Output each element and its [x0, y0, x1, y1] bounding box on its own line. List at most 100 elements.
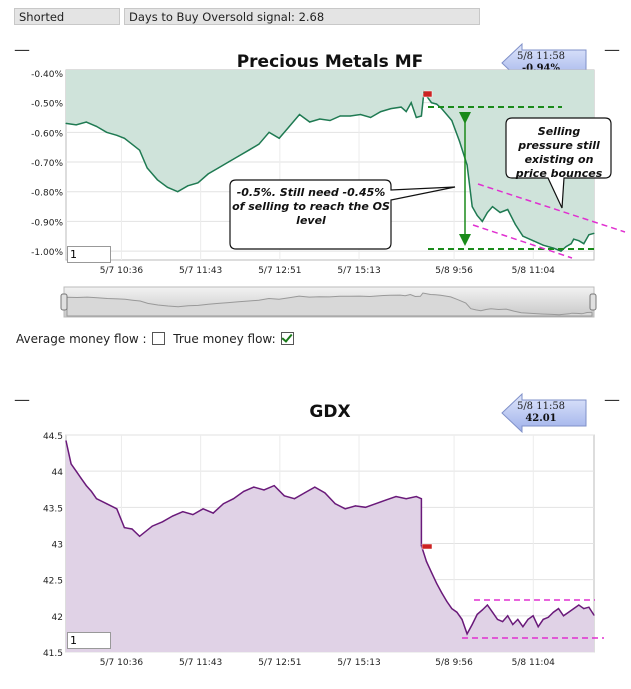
chart2-title: GDX	[309, 402, 351, 422]
c1-data-point	[476, 214, 478, 217]
c1-x-tick-label: 5/7 15:13	[337, 266, 380, 276]
c2-data-point	[436, 582, 438, 584]
chart1-badge-value: -0.94%	[521, 63, 560, 74]
c2-data-point	[172, 515, 174, 517]
status-signal-text: Days to Buy Oversold signal: 2.68	[129, 10, 325, 24]
c1-data-point	[578, 240, 580, 242]
c1-data-point	[217, 167, 219, 169]
c1-data-point	[288, 125, 290, 127]
true-money-flow-checkbox[interactable]	[281, 332, 295, 345]
c1-data-point	[405, 111, 407, 113]
c2-data-point	[588, 606, 590, 608]
c1-data-point	[466, 164, 468, 166]
c1-y-tick-label: -0.70%	[31, 159, 63, 169]
c1-y-tick-label: -1.00%	[31, 248, 63, 258]
c1-data-point	[423, 91, 425, 93]
c1-data-point	[278, 137, 280, 139]
c2-y-tick-label: 42	[52, 613, 63, 623]
c2-x-tick-label: 5/8 11:04	[512, 658, 556, 668]
true-money-flow-label: True money flow:	[173, 332, 276, 346]
c1-data-point	[268, 131, 270, 133]
c1-data-point	[339, 115, 341, 117]
c2-data-point	[481, 609, 483, 611]
callout-selling-pressure-text: Selling pressure still existing on price…	[515, 125, 603, 180]
c1-data-point	[400, 106, 402, 108]
c1-data-point	[499, 211, 501, 214]
collapse-chart1-icon[interactable]: —	[14, 40, 30, 59]
collapse-chart2-icon[interactable]: —	[14, 390, 30, 409]
c1-y-tick-label: -0.90%	[31, 218, 63, 228]
chart1-range-input[interactable]	[67, 246, 111, 263]
c1-x-tick-label: 5/7 10:36	[100, 266, 144, 276]
c1-data-point	[415, 116, 417, 119]
c2-data-point	[547, 616, 549, 618]
pink-lower-trend	[472, 224, 573, 259]
c2-data-point	[131, 528, 133, 530]
c2-data-point	[263, 489, 265, 491]
c1-data-point	[420, 115, 422, 117]
pink-upper-trend	[477, 183, 626, 233]
c1-data-point	[430, 102, 433, 104]
c2-data-point	[578, 604, 580, 606]
c1-data-point	[85, 121, 87, 123]
c1-data-point	[410, 102, 412, 104]
chart1-navigator-left-handle[interactable]	[60, 293, 68, 311]
c2-data-point	[116, 508, 118, 510]
c2-data-point	[385, 499, 387, 501]
c2-data-point	[283, 495, 285, 497]
c1-data-point	[238, 155, 240, 157]
c2-data-point	[364, 506, 367, 508]
c2-data-point	[552, 611, 555, 613]
chart2-range-input[interactable]	[67, 632, 111, 649]
c1-data-point	[471, 206, 473, 208]
c2-data-point	[253, 486, 255, 488]
chart2-marker	[421, 543, 433, 550]
c2-data-point	[161, 521, 164, 523]
c2-data-point	[542, 618, 544, 621]
collapse-chart2-right-icon[interactable]: —	[604, 390, 620, 409]
c2-data-point	[212, 512, 214, 514]
c2-x-tick-label: 5/8 9:56	[435, 658, 473, 668]
c2-y-tick-label: 42.5	[43, 577, 63, 587]
c1-data-point	[583, 243, 585, 245]
c2-data-point	[222, 503, 224, 505]
collapse-chart1-right-icon[interactable]: —	[604, 40, 620, 59]
c1-data-point	[248, 149, 250, 151]
c2-x-tick-label: 5/7 12:51	[258, 658, 301, 668]
chart1-badge-time: 5/8 11:58	[516, 51, 566, 62]
c1-data-point	[187, 185, 189, 187]
c2-data-point	[354, 505, 356, 507]
c1-data-point	[139, 149, 141, 151]
c1-data-point	[166, 186, 169, 188]
c2-data-point	[139, 535, 141, 537]
c1-y-tick-label: -0.40%	[31, 70, 63, 80]
c2-data-point	[324, 492, 326, 494]
c2-data-point	[537, 626, 539, 628]
callout-os-level	[229, 179, 456, 250]
average-money-flow-checkbox[interactable]	[152, 332, 166, 345]
chart2-line	[65, 440, 595, 636]
c2-data-point	[532, 615, 534, 617]
c2-data-point	[420, 498, 422, 500]
c2-data-point	[425, 561, 428, 563]
c2-y-tick-label: 41.5	[43, 649, 63, 659]
c2-data-point	[517, 618, 519, 621]
c2-data-point	[486, 604, 488, 606]
c2-data-point	[182, 511, 184, 513]
c2-data-point	[476, 613, 478, 616]
c2-data-point	[583, 608, 585, 610]
c1-data-point	[309, 121, 311, 123]
c1-data-point	[552, 247, 555, 249]
c2-data-point	[405, 498, 407, 500]
c2-y-tick-label: 43	[52, 541, 63, 551]
c1-data-point	[451, 119, 453, 122]
c2-data-point	[151, 525, 153, 527]
c1-data-point	[329, 119, 331, 122]
c2-x-tick-label: 5/7 11:43	[179, 658, 222, 668]
c2-data-point	[562, 615, 565, 617]
c1-data-point	[146, 167, 148, 169]
c1-data-point	[491, 206, 494, 208]
chart1-navigator-right-handle[interactable]	[589, 293, 597, 311]
c2-data-point	[557, 608, 560, 610]
c2-data-point	[243, 490, 245, 492]
